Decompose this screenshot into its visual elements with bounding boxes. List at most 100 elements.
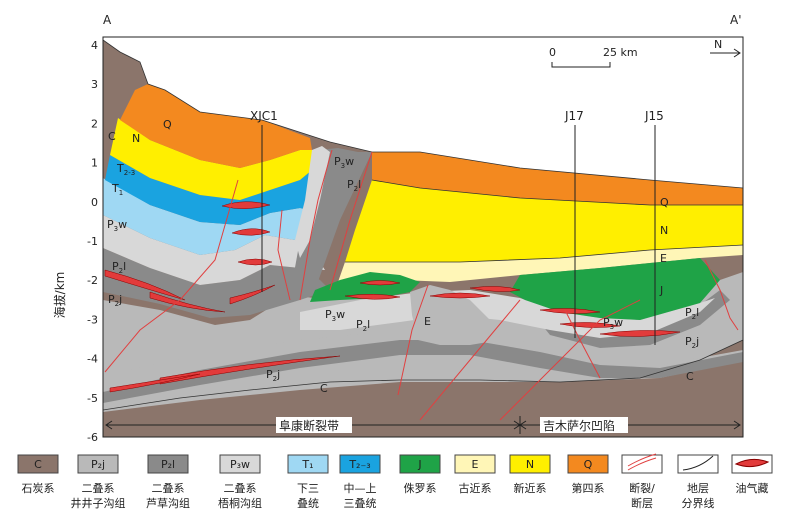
fault-symbol — [627, 453, 657, 471]
label-n-right: N — [660, 224, 668, 237]
legend-name: 中—上 — [344, 482, 377, 495]
legend-item: N 新近系 — [509, 454, 551, 495]
legend-name: 新近系 — [514, 481, 547, 495]
unit-p2j-lower — [103, 330, 743, 412]
thrust-sheet-light — [295, 146, 330, 258]
north-label: N — [714, 38, 722, 51]
legend-swatch-label: C — [34, 458, 42, 471]
y-tick-label: -1 — [87, 235, 98, 248]
label-p2j-left: P2j — [108, 293, 122, 308]
legend-name: 古近系 — [459, 482, 492, 495]
label-c-bottom: C — [320, 382, 328, 395]
label-t23: T2-3 — [116, 162, 135, 177]
legend-name-2: 叠统 — [297, 497, 319, 510]
y-tick-label: 3 — [91, 78, 98, 91]
legend-swatch — [567, 454, 609, 474]
wells — [261, 125, 656, 345]
unit-labels: C N Q T2-3 T1 P3w P2l P2j P3w P2l P3w P2… — [107, 118, 699, 395]
y-tick-label: -4 — [87, 353, 98, 366]
legend-name: 二叠系 — [152, 482, 185, 495]
unit-j-mid — [310, 272, 420, 302]
label-p2l-left: P2l — [112, 260, 126, 275]
legend-swatch-label: P₂j — [91, 458, 105, 471]
label-p2l-right: P2l — [685, 306, 699, 321]
legend-name: 油气藏 — [736, 481, 769, 495]
stratigraphic-boundaries — [103, 39, 743, 411]
zone-bracket: 阜康断裂带 吉木萨尔凹陷 — [105, 416, 741, 434]
unit-q-right — [372, 152, 743, 205]
legend-name: 断裂/ — [629, 481, 655, 495]
label-n-left: N — [132, 132, 140, 145]
unit-t23 — [105, 155, 318, 225]
legend-name: 侏罗系 — [404, 482, 437, 495]
y-tick-label: 1 — [91, 157, 98, 170]
legend-name-2: 井井子沟组 — [71, 496, 126, 510]
legend-item: J 侏罗系 — [399, 454, 441, 495]
well-xjc1-label: XJC1 — [250, 109, 278, 123]
y-axis-label: 海拔/km — [52, 272, 67, 319]
legend-swatch — [677, 454, 719, 474]
legend-swatch-label: E — [472, 458, 479, 471]
legend-name-2: 梧桐沟组 — [218, 496, 262, 510]
scale-end: 25 km — [603, 46, 638, 59]
label-p2j-bottom: P2j — [266, 368, 280, 383]
label-p2l-mid: P2l — [356, 318, 370, 333]
y-tick-label: -5 — [87, 392, 98, 405]
oil-reservoirs — [104, 201, 681, 393]
legend-item: E 古近系 — [454, 454, 496, 495]
legend-swatch — [77, 454, 119, 474]
scale-start: 0 — [549, 46, 556, 59]
y-tick-label: 4 — [91, 39, 98, 52]
legend-item: 断裂/断层 — [621, 453, 663, 510]
unit-p3w-left — [103, 215, 325, 285]
y-tick-label: -3 — [87, 313, 98, 326]
legend-name: 二叠系 — [224, 482, 257, 495]
legend-swatch-label: T₂₋₃ — [348, 458, 370, 471]
legend-name-2: 三叠统 — [344, 497, 377, 510]
label-p3w-mid: P3w — [325, 308, 345, 323]
legend-swatch — [399, 454, 441, 474]
legend-name: 下三 — [297, 482, 319, 495]
label-p3w-left: P3w — [107, 218, 127, 233]
unit-e-right — [338, 245, 743, 282]
legend-name-2: 芦草沟组 — [146, 496, 190, 510]
y-tick-label: 0 — [91, 196, 98, 209]
section-end-right: A' — [730, 13, 742, 27]
unit-q-left — [120, 84, 312, 168]
legend-swatch-label: P₂l — [161, 458, 175, 471]
zone-jimusar: 吉木萨尔凹陷 — [543, 418, 615, 433]
legend-swatch — [339, 454, 381, 474]
legend-swatch — [17, 454, 59, 474]
well-j15-label: J15 — [644, 109, 664, 123]
unit-n-right — [345, 180, 743, 262]
label-p2l-top: P2l — [347, 178, 361, 193]
well-j17-label: J17 — [564, 109, 584, 123]
label-j-right: J — [659, 284, 663, 297]
label-p2j-right: P2j — [685, 335, 699, 350]
label-p3w-top: P3w — [334, 155, 354, 170]
sky — [103, 37, 743, 188]
label-c-right: C — [686, 370, 694, 383]
faults — [104, 149, 739, 421]
legend-swatch-label: P₃w — [230, 458, 250, 471]
reservoir-symbol — [734, 458, 770, 468]
section-frame — [102, 36, 744, 438]
boundary-symbol — [682, 455, 714, 471]
legend-name: 地层 — [687, 482, 709, 495]
label-e-right: E — [660, 252, 667, 265]
legend-name-2: 断层 — [631, 496, 653, 510]
y-tick-label: 2 — [91, 117, 98, 130]
geologic-section — [103, 37, 743, 437]
legend-swatch-label: N — [526, 458, 534, 471]
y-axis: 海拔/km 4 3 2 1 0 -1 -2 -3 -4 -5 -6 — [52, 39, 108, 444]
legend-name: 二叠系 — [82, 482, 115, 495]
legend-name-2: 分界线 — [682, 496, 715, 510]
unit-j-right — [510, 258, 720, 320]
